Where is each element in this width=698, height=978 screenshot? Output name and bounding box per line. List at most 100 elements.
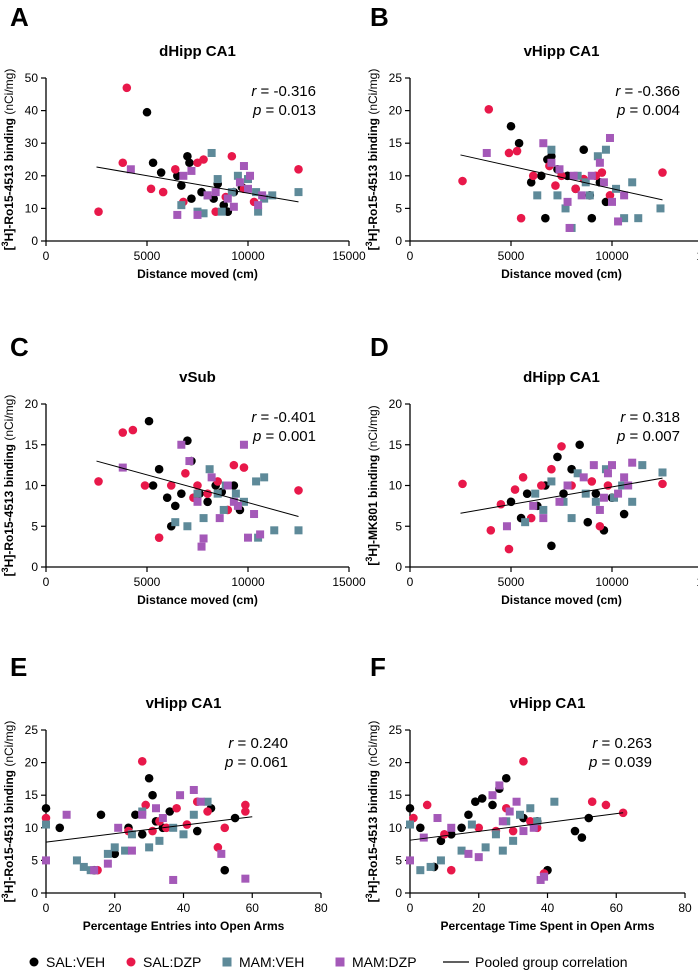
data-point-mam-veh [260,473,269,482]
data-point-mam-veh [585,191,594,200]
y-axis-label: [3H]-MK801 binding (nCi/mg) [364,405,380,565]
data-point-sal-veh [526,178,536,187]
data-point-sal-veh [587,213,597,223]
data-point-mam-veh [573,469,582,478]
y-tick-label: 5 [395,201,402,215]
data-point-mam-veh [481,843,490,852]
data-point-mam-veh [217,207,226,216]
data-point-mam-dzp [197,542,206,551]
chart-title: dHipp CA1 [523,369,600,386]
data-point-mam-dzp [193,210,202,219]
data-point-mam-dzp [433,814,442,823]
pooled-correlation-line [96,460,299,517]
data-point-sal-dzp [118,158,128,168]
y-tick-label: 15 [25,438,39,452]
y-axis-label: [3H]-Ro15-4513 binding (nCi/mg) [0,721,16,903]
data-point-mam-dzp [628,458,637,467]
data-point-sal-dzp [446,865,456,875]
data-point-mam-dzp [406,856,414,865]
data-point-mam-veh [199,514,208,523]
y-tick-label: 5 [395,853,402,867]
data-point-mam-veh [612,184,621,193]
data-point-mam-dzp [199,534,208,543]
data-point-sal-veh [183,151,192,161]
data-point-mam-dzp [547,158,556,167]
data-point-sal-dzp [241,800,250,810]
data-point-mam-veh [145,843,154,852]
data-point-sal-dzp [213,843,223,852]
data-point-sal-dzp [605,191,615,200]
data-point-sal-dzp [409,813,418,823]
data-point-mam-dzp [203,191,212,200]
y-tick-label: 20 [389,104,403,118]
data-point-mam-veh [516,810,524,819]
y-tick-label: 20 [25,756,39,770]
data-point-mam-veh [203,797,212,806]
x-tick-label: 80 [678,901,692,915]
data-point-sal-veh [219,200,229,210]
x-tick-label: 0 [43,575,50,589]
data-point-sal-dzp [526,816,535,826]
y-tick-label: 10 [25,479,39,493]
y-tick-label: 25 [389,723,403,737]
y-tick-label: 25 [389,71,403,85]
data-point-mam-dzp [62,810,71,819]
data-point-sal-veh [559,489,568,498]
data-point-mam-veh [601,145,610,154]
data-point-mam-dzp [223,194,232,203]
data-point-mam-dzp [207,473,216,482]
data-point-mam-veh [628,178,637,187]
data-point-sal-dzp [118,428,128,437]
data-point-sal-veh [203,497,212,507]
data-point-mam-veh [509,836,518,845]
data-point-mam-dzp [244,533,252,542]
data-point-mam-dzp [118,463,127,472]
data-point-mam-dzp [605,133,614,142]
data-point-sal-dzp [203,807,212,816]
y-tick-label: 15 [389,438,403,452]
data-point-mam-dzp [620,191,629,200]
legend-label: SAL:DZP [143,954,201,970]
data-point-mam-veh [620,214,629,223]
stat-r: r = 0.263 [592,735,652,752]
data-point-mam-veh [547,477,556,486]
data-point-sal-veh [110,849,120,859]
x-tick-label: 15000 [332,249,366,263]
data-point-sal-dzp [128,425,138,435]
data-point-mam-veh [550,797,559,806]
x-axis-label: Distance moved (cm) [501,593,622,607]
pooled-correlation-line [45,816,253,843]
data-point-mam-dzp [176,791,185,800]
y-tick-label: 40 [25,104,39,118]
stat-p: p = 0.007 [616,428,680,445]
data-point-mam-dzp [595,158,604,167]
data-point-sal-veh [165,807,175,816]
data-point-mam-veh [207,148,216,157]
data-point-sal-dzp [512,146,522,156]
data-point-mam-veh [179,830,188,839]
data-point-sal-dzp [148,826,157,836]
x-axis-label: Percentage Time Spent in Open Arms [440,919,654,933]
x-tick-label: 15000 [696,249,698,263]
data-point-mam-dzp [482,148,491,157]
data-point-sal-veh [192,826,202,836]
data-point-sal-dzp [595,521,605,531]
x-tick-label: 0 [407,249,414,263]
x-tick-label: 40 [177,901,191,915]
data-point-mam-veh [103,849,112,858]
data-point-sal-dzp [504,148,514,158]
data-point-mam-dzp [179,171,188,180]
data-point-sal-dzp [137,756,147,766]
y-tick-label: 0 [31,886,38,900]
x-tick-label: 80 [314,901,328,915]
y-tick-label: 0 [395,234,402,248]
data-point-mam-veh [233,171,242,180]
data-point-mam-dzp [603,469,612,478]
data-point-sal-dzp [516,213,526,223]
data-point-sal-dzp [496,499,506,509]
data-point-mam-veh [213,489,222,498]
